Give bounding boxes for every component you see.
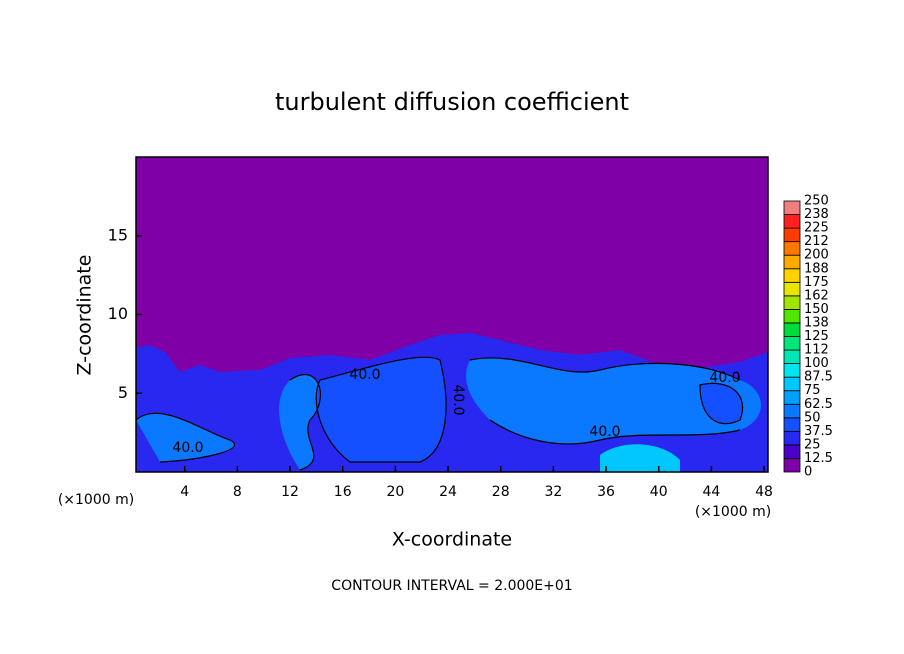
contour-label: 40.0 xyxy=(589,424,620,440)
colorbar-box xyxy=(783,430,801,446)
y-tick-label: 5 xyxy=(118,383,128,402)
footer: CONTOUR INTERVAL = 2.000E+01 xyxy=(331,578,572,594)
colorbar-box xyxy=(783,363,801,378)
contour-label: 40.0 xyxy=(172,440,203,456)
field-region xyxy=(700,383,743,424)
contour-line xyxy=(135,412,236,463)
colorbar-box xyxy=(783,322,801,337)
x-tick-label: 16 xyxy=(334,484,352,500)
colorbar-box xyxy=(783,376,801,392)
colorbar-label: 125 xyxy=(804,329,829,344)
contour-label: 40.0 xyxy=(349,367,380,383)
field-region xyxy=(316,357,446,462)
colorbar-label: 200 xyxy=(804,248,829,263)
contour-labels: 40.0 40.0 40.0 40.0 40.0 xyxy=(172,367,740,456)
field-region xyxy=(136,413,235,462)
colorbar-label: 112 xyxy=(804,343,829,358)
colorbar-box xyxy=(783,200,801,215)
colorbar-box xyxy=(783,295,801,310)
colorbar-label: 138 xyxy=(804,315,829,330)
colorbar-label: 212 xyxy=(804,234,829,249)
colorbar-box xyxy=(783,214,801,229)
x-tick-label: 44 xyxy=(702,484,720,500)
y-tick-label: 15 xyxy=(108,225,128,244)
colorbar-box xyxy=(783,458,801,473)
colorbar-label: 238 xyxy=(804,207,829,222)
colorbar-label: 75 xyxy=(804,383,821,398)
x-tick-label: 40 xyxy=(650,484,668,500)
contour-line xyxy=(469,357,741,445)
colorbar-box xyxy=(783,390,801,405)
colorbar-label: 250 xyxy=(804,194,829,209)
colorbar-box xyxy=(783,268,801,283)
contour-line xyxy=(289,373,321,471)
colorbar-label: 0 xyxy=(804,465,812,480)
x-tick-label: 36 xyxy=(597,484,615,500)
colorbar-label: 175 xyxy=(804,275,829,290)
x-unit-label: (×1000 m) xyxy=(58,492,134,508)
contour-label: 40.0 xyxy=(709,370,740,386)
colorbar-label: 50 xyxy=(804,410,821,425)
y-axis-label: Z-coordinate xyxy=(74,255,96,376)
colorbar-box xyxy=(783,403,801,419)
colorbar-box xyxy=(783,336,801,351)
colorbar-box xyxy=(783,417,801,432)
colorbar-label: 62.5 xyxy=(804,397,833,412)
x-tick-label: 48 xyxy=(755,484,773,500)
contour-label: 40.0 xyxy=(450,384,466,415)
colorbar-label: 25 xyxy=(804,437,821,452)
colorbar-label: 162 xyxy=(804,288,829,303)
colorbar-label: 37.5 xyxy=(804,424,833,439)
y-tick-label: 10 xyxy=(108,304,128,323)
x-tick-label: 4 xyxy=(180,484,189,500)
x-tick-label: 8 xyxy=(233,484,242,500)
x-tick-label: 32 xyxy=(544,484,562,500)
x-tick-label: 20 xyxy=(386,484,404,500)
field-region xyxy=(279,374,321,470)
x-tick-label: 12 xyxy=(281,484,299,500)
colorbar-box xyxy=(783,281,801,297)
colorbar-label: 87.5 xyxy=(804,370,833,385)
colorbar-box xyxy=(783,254,801,270)
colorbar-label: 225 xyxy=(804,221,829,236)
x-tick-label: 24 xyxy=(439,484,457,500)
colorbar-label: 188 xyxy=(804,261,829,276)
colorbar-label: 100 xyxy=(804,356,829,371)
colorbar-label: 12.5 xyxy=(804,451,833,466)
x-axis-label: X-coordinate xyxy=(392,529,512,551)
x-unit-label: (×1000 m) xyxy=(695,504,771,520)
contour-line xyxy=(699,382,744,425)
field xyxy=(135,157,768,472)
x-tick-label: 28 xyxy=(492,484,510,500)
colorbar-box xyxy=(783,227,801,243)
colorbar-box xyxy=(783,349,801,364)
colorbar-box xyxy=(783,444,801,459)
colorbar-box xyxy=(783,308,801,324)
field-region xyxy=(466,357,761,444)
chart-title: turbulent diffusion coefficient xyxy=(275,88,629,116)
field-region xyxy=(600,444,680,472)
colorbar-box xyxy=(783,241,801,256)
colorbar-label: 150 xyxy=(804,302,829,317)
contour-line xyxy=(315,356,447,463)
